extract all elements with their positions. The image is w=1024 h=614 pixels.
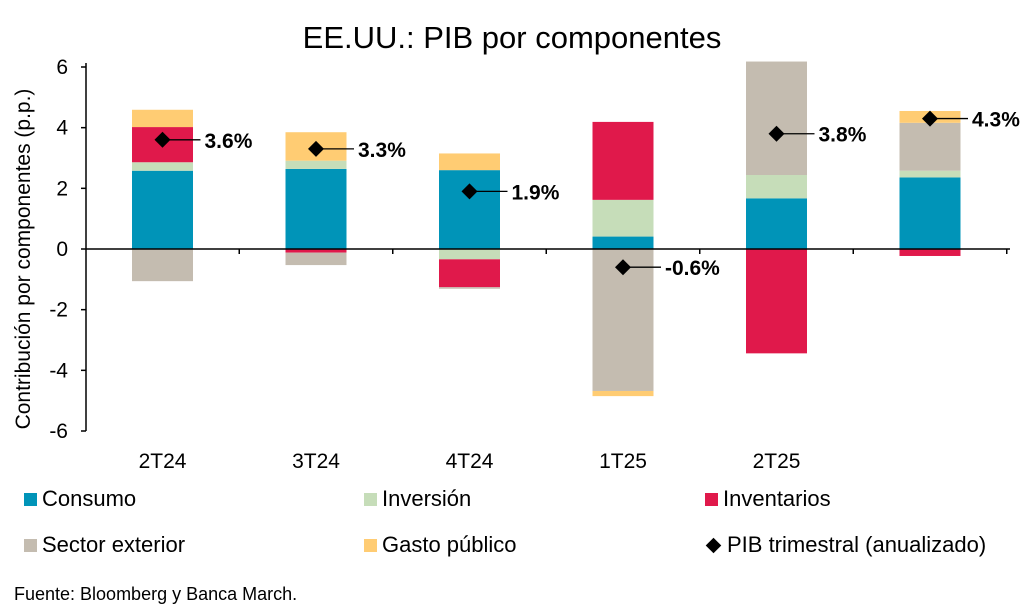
bar-consumo-1T25 (592, 236, 654, 249)
bar-sector-exterior-cat5 (899, 122, 961, 171)
bar-gasto-publico-2T24 (132, 109, 193, 128)
legend-item-pib: PIB trimestral (anualizado) (704, 532, 986, 558)
legend-item-inventarios: Inventarios (705, 486, 831, 512)
gdp-data-label: 1.9% (512, 181, 560, 204)
legend: Consumo Inversión Inventarios Sector ext… (0, 486, 1024, 566)
bar-inventarios-cat5 (899, 249, 961, 256)
y-tick-label: -2 (49, 299, 68, 322)
legend-swatch-inventarios (705, 492, 718, 506)
legend-label: Inventarios (723, 486, 831, 511)
bar-inventarios-1T25 (592, 121, 654, 200)
x-tick-label: 4T24 (446, 450, 494, 473)
diamond-icon (705, 537, 722, 553)
legend-item-inversion: Inversión (364, 486, 471, 512)
chart-svg: EE.UU.: PIB por componentes Contribución… (12, 20, 1020, 473)
bar-inversion-4T24 (439, 249, 500, 260)
bar-consumo-2T25 (746, 198, 807, 249)
bars-group (132, 61, 961, 397)
legend-swatch-consumo (24, 492, 37, 506)
bar-gasto-publico-1T25 (592, 390, 654, 397)
x-tick-label: 2T25 (753, 450, 801, 473)
gdp-data-label: 3.6% (205, 130, 253, 153)
legend-swatch-sector-exterior (24, 538, 37, 552)
bar-inventarios-3T24 (285, 249, 347, 253)
legend-swatch-inversion (364, 492, 377, 506)
bar-sector-exterior-2T24 (132, 249, 193, 282)
legend-label: Sector exterior (42, 532, 186, 557)
legend-label: Inversión (382, 486, 472, 511)
bar-consumo-4T24 (439, 170, 500, 249)
gdp-marker-4T24 (461, 183, 478, 200)
bar-consumo-3T24 (285, 168, 347, 249)
gdp-marker-1T25 (615, 259, 631, 276)
x-tick-label: 1T25 (599, 450, 647, 473)
y-tick-label: 6 (56, 56, 68, 79)
bar-sector-exterior-2T25 (746, 61, 807, 175)
source-note: Fuente: Bloomberg y Banca March. (14, 584, 298, 604)
gdp-marker-2T25 (768, 125, 785, 142)
gdp-marker-3T24 (308, 140, 324, 157)
bar-gasto-publico-4T24 (439, 153, 500, 171)
y-axis-label: Contribución por componentes (p.p.) (12, 89, 35, 430)
gdp-data-label: 4.3% (972, 109, 1020, 132)
bar-sector-exterior-3T24 (285, 252, 347, 266)
bar-inversion-2T25 (746, 174, 807, 199)
chart-title: EE.UU.: PIB por componentes (303, 20, 722, 55)
legend-label: Consumo (42, 486, 137, 511)
y-tick-label: 4 (56, 117, 68, 140)
y-tick-label: 2 (56, 177, 68, 200)
legend-item-gasto-publico: Gasto público (364, 532, 517, 558)
axes-group: 6 4 2 0 -2 -4 -6 2T24 3T24 4T24 1T25 2T25 (49, 56, 1010, 473)
bar-inventarios-4T24 (439, 259, 500, 288)
legend-label: Gasto público (382, 532, 517, 557)
gdp-data-label: 3.8% (819, 124, 867, 147)
y-tick-label: -4 (49, 359, 68, 382)
markers-group: 3.6% 3.3% 1.9% -0.6% 3.8% 4.3% (154, 109, 1020, 280)
gdp-data-label: -0.6% (665, 257, 720, 280)
y-tick-label: 0 (56, 238, 68, 261)
legend-label: PIB trimestral (anualizado) (727, 532, 987, 557)
gdp-data-label: 3.3% (358, 139, 406, 162)
gdp-marker-2T24 (154, 131, 171, 148)
gdp-marker-cat5 (922, 110, 938, 127)
bar-sector-exterior-4T24 (439, 287, 500, 289)
bar-inversion-1T25 (592, 199, 654, 237)
x-tick-label: 2T24 (139, 450, 187, 473)
bar-consumo-cat5 (899, 177, 961, 249)
y-tick-label: -6 (49, 420, 68, 443)
legend-item-sector-exterior: Sector exterior (24, 532, 185, 558)
x-tick-label: 3T24 (292, 450, 340, 473)
bar-consumo-2T24 (132, 170, 193, 249)
bar-inventarios-2T25 (746, 249, 807, 354)
bar-inversion-2T24 (132, 162, 193, 171)
legend-swatch-gasto-publico (364, 538, 377, 552)
bar-inversion-cat5 (899, 170, 961, 178)
legend-item-consumo: Consumo (24, 486, 136, 512)
bar-inversion-3T24 (285, 160, 347, 169)
